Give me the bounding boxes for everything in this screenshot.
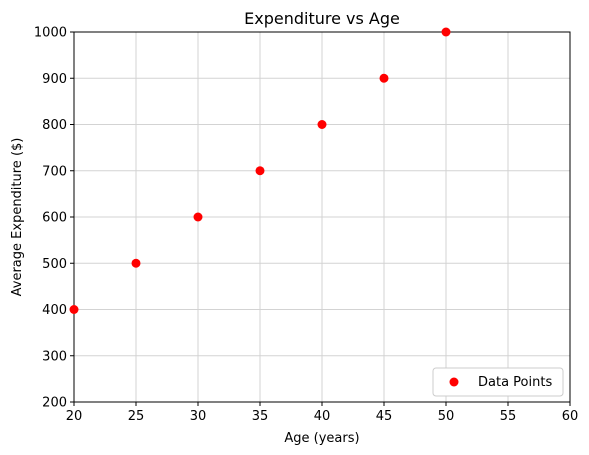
x-tick-label: 35 <box>252 409 269 424</box>
data-points <box>69 27 451 314</box>
x-tick-label: 25 <box>128 409 145 424</box>
x-tick-label: 55 <box>500 409 517 424</box>
y-tick-label: 400 <box>42 303 67 318</box>
x-tick-label: 30 <box>190 409 207 424</box>
legend-box <box>432 367 564 397</box>
y-tick-label: 800 <box>42 118 67 133</box>
data-point <box>441 27 451 37</box>
chart-title: Expenditure vs Age <box>244 9 400 28</box>
data-point <box>255 166 265 176</box>
y-tick-label: 1000 <box>34 26 67 41</box>
x-axis-label: Age (years) <box>284 431 359 446</box>
x-tick-label: 20 <box>66 409 83 424</box>
data-point <box>193 212 203 222</box>
y-tick-label: 900 <box>42 72 67 87</box>
x-tick-label: 45 <box>376 409 393 424</box>
x-tick-label: 40 <box>314 409 331 424</box>
y-tick-label: 700 <box>42 164 67 179</box>
legend-label: Data Points <box>478 375 552 390</box>
y-tick-label: 200 <box>42 396 67 411</box>
legend-marker <box>449 377 459 387</box>
y-axis-label: Average Expenditure ($) <box>10 138 25 297</box>
data-point <box>69 305 79 314</box>
x-tick-label: 50 <box>438 409 455 424</box>
y-axis-ticks: 200 300 400 500 600 700 800 900 1000 <box>34 26 74 411</box>
y-tick-label: 600 <box>42 211 67 226</box>
data-point <box>317 120 327 129</box>
data-point <box>131 258 141 268</box>
y-tick-label: 300 <box>42 349 67 364</box>
y-tick-label: 500 <box>42 257 67 272</box>
grid-lines <box>73 31 571 403</box>
data-point <box>379 73 389 83</box>
x-tick-label: 60 <box>562 409 579 424</box>
legend: Data Points <box>432 367 564 397</box>
x-axis-ticks: 20 25 30 35 40 45 50 55 60 <box>66 402 579 424</box>
